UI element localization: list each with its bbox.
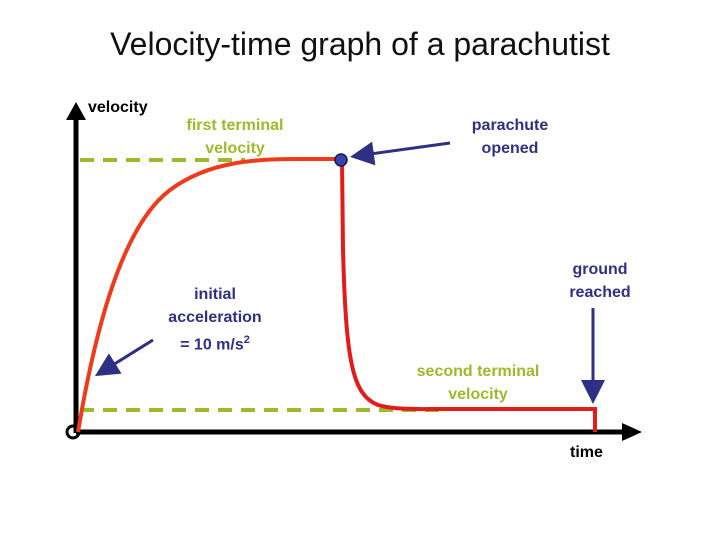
initial-superscript: 2: [243, 334, 250, 346]
second-terminal-label: second terminal velocity: [398, 360, 558, 406]
ground-reached-label: ground reached: [555, 258, 645, 304]
second-terminal-line2: velocity: [448, 386, 508, 403]
falling-curve: [340, 159, 597, 432]
rising-curve: [76, 157, 341, 433]
parachute-line2: opened: [481, 140, 539, 157]
y-axis-arrow-icon: [66, 102, 86, 120]
initial-line2: acceleration: [168, 309, 262, 326]
initial-line1: initial: [194, 286, 236, 303]
initial-line3-text: = 10 m/s: [180, 336, 244, 354]
parachute-opened-point: [334, 153, 348, 167]
y-axis-label: velocity: [88, 99, 148, 116]
parachute-arrow-icon: [350, 141, 451, 166]
parachute-line1: parachute: [471, 117, 549, 134]
parachute-opened-label: parachute opened: [450, 114, 570, 160]
x-axis-label: time: [570, 444, 603, 461]
ground-line1: ground: [572, 261, 628, 278]
second-terminal-line1: second terminal: [416, 363, 540, 380]
x-axis-arrow-icon: [622, 423, 642, 441]
first-terminal-label: first terminal velocity: [170, 114, 300, 160]
ground-line2: reached: [569, 284, 631, 301]
acceleration-arrow-icon: [94, 338, 154, 377]
initial-acceleration-label: initial acceleration = 10 m/s2: [140, 283, 290, 356]
initial-line3: = 10 m/s2: [140, 329, 290, 356]
first-terminal-line1: first terminal: [186, 117, 284, 134]
first-terminal-line2: velocity: [205, 140, 265, 157]
page-title: Velocity-time graph of a parachutist: [110, 26, 610, 62]
